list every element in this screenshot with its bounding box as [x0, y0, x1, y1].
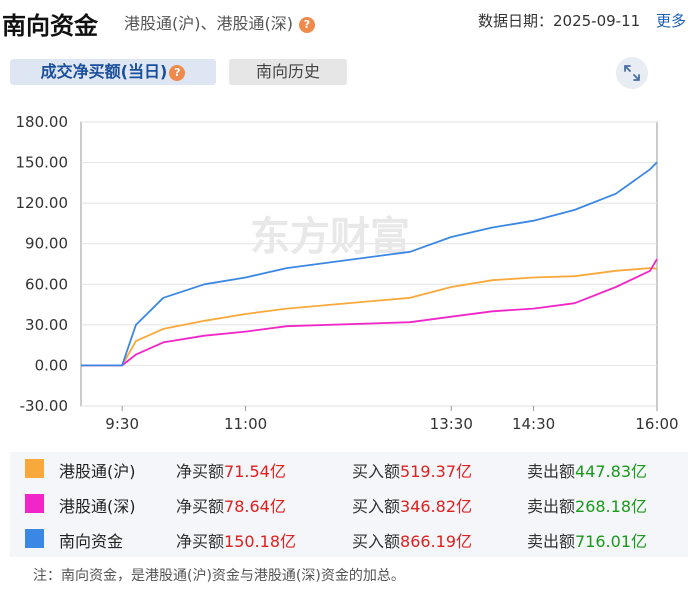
net-buy-label: 净买额	[176, 462, 225, 481]
legend-name: 南向资金	[59, 532, 124, 551]
buy-value: 519.37亿	[400, 462, 473, 481]
legend-swatch-sh	[25, 459, 44, 478]
tab-help-icon[interactable]: ?	[169, 64, 186, 81]
data-date: 数据日期：2025-09-11	[478, 12, 641, 30]
sell-cell: 卖出额716.01亿	[527, 528, 647, 552]
x-tick-label: 9:30	[105, 415, 139, 433]
more-link[interactable]: 更多	[656, 12, 687, 30]
subtitle-text: 港股通(沪)、港股通(深)	[124, 14, 293, 33]
x-tick-label: 14:30	[512, 415, 555, 433]
legend-name: 港股通(沪)	[59, 462, 136, 481]
help-icon[interactable]: ?	[298, 16, 315, 33]
series-line-1	[81, 258, 658, 367]
buy-cell: 买入额866.19亿	[352, 528, 472, 552]
buy-label: 买入额	[352, 532, 401, 551]
tab-net-buy-today[interactable]: 成交净买额(当日)?	[10, 59, 216, 85]
net-buy-cell: 净买额150.18亿	[176, 528, 296, 552]
series-line-2	[81, 161, 658, 367]
expand-button[interactable]	[616, 57, 648, 89]
y-tick-label: 30.00	[25, 316, 68, 334]
legend-row-sh: 港股通(沪) 净买额71.54亿 买入额519.37亿 卖出额447.83亿	[10, 452, 688, 486]
y-tick-label: 90.00	[25, 235, 68, 253]
net-buy-chart: 东方财富 180.00 150.00 120.00 90.00 60.00 30.00 0.…	[16, 113, 679, 433]
x-tick-label: 16:00	[635, 415, 678, 433]
legend-name: 港股通(深)	[59, 497, 136, 516]
expand-icon	[624, 65, 640, 81]
watermark: 东方财富	[250, 214, 410, 260]
y-tick-label: 150.00	[16, 154, 69, 172]
buy-value: 346.82亿	[400, 497, 473, 516]
buy-cell: 买入额519.37亿	[352, 458, 472, 482]
legend-swatch-total	[25, 529, 44, 548]
y-tick-label: 180.00	[16, 113, 69, 131]
footnote: 注：南向资金，是港股通(沪)资金与港股通(深)资金的加总。	[33, 568, 405, 584]
legend-swatch-sz	[25, 494, 44, 513]
legend-row-sz: 港股通(深) 净买额78.64亿 买入额346.82亿 卖出额268.18亿	[10, 487, 688, 521]
sell-label: 卖出额	[527, 497, 576, 516]
net-buy-cell: 净买额78.64亿	[176, 493, 286, 517]
y-tick-label: 60.00	[25, 275, 68, 293]
net-buy-label: 净买额	[176, 497, 225, 516]
header: 南向资金 港股通(沪)、港股通(深)? 数据日期：2025-09-11 更多	[0, 0, 698, 40]
net-buy-cell: 净买额71.54亿	[176, 458, 286, 482]
sell-value: 716.01亿	[575, 532, 648, 551]
sell-value: 268.18亿	[575, 497, 648, 516]
buy-label: 买入额	[352, 462, 401, 481]
net-buy-label: 净买额	[176, 532, 225, 551]
sell-label: 卖出额	[527, 532, 576, 551]
y-tick-label: 0.00	[35, 356, 68, 374]
y-tick-label: 120.00	[16, 194, 69, 212]
sell-cell: 卖出额447.83亿	[527, 458, 647, 482]
x-tick-label: 13:30	[430, 415, 473, 433]
tab-southbound-history[interactable]: 南向历史	[229, 59, 347, 85]
net-buy-value: 78.64亿	[224, 497, 286, 516]
sell-cell: 卖出额268.18亿	[527, 493, 647, 517]
x-tick-label: 11:00	[224, 415, 267, 433]
net-buy-value: 150.18亿	[224, 532, 297, 551]
page-title: 南向资金	[2, 12, 98, 40]
page-subtitle: 港股通(沪)、港股通(深)?	[124, 10, 315, 34]
sell-label: 卖出额	[527, 462, 576, 481]
buy-value: 866.19亿	[400, 532, 473, 551]
y-tick-label: -30.00	[20, 397, 68, 415]
buy-cell: 买入额346.82亿	[352, 493, 472, 517]
net-buy-value: 71.54亿	[224, 462, 286, 481]
legend-row-total: 南向资金 净买额150.18亿 买入额866.19亿 卖出额716.01亿	[10, 522, 688, 556]
legend-table: 港股通(沪) 净买额71.54亿 买入额519.37亿 卖出额447.83亿 港…	[10, 452, 688, 557]
tab-net-buy-today-label: 成交净买额(当日)	[40, 62, 168, 81]
plot-frame	[80, 121, 658, 407]
buy-label: 买入额	[352, 497, 401, 516]
sell-value: 447.83亿	[575, 462, 648, 481]
series-line-0	[81, 267, 658, 367]
